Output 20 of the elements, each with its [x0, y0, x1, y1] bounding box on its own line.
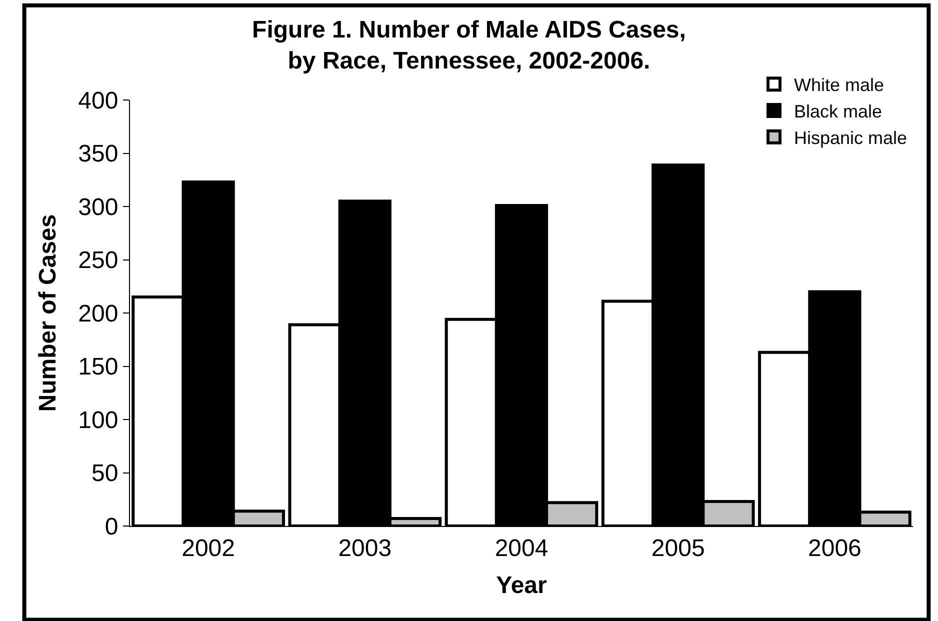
- legend-label: Black male: [794, 102, 882, 122]
- y-tick-label: 400: [78, 87, 118, 114]
- x-tick-label: 2004: [494, 534, 548, 562]
- y-axis-title: Number of Cases: [34, 214, 62, 412]
- y-tick-label: 150: [78, 354, 118, 381]
- y-tick-label: 300: [78, 194, 118, 221]
- y-tick-label: 250: [78, 247, 118, 274]
- x-tick-label: 2002: [182, 534, 235, 562]
- x-axis-title: Year: [496, 572, 547, 600]
- y-tick-label: 100: [78, 406, 118, 434]
- chart-title: Figure 1. Number of Male AIDS Cases, by Race, Tennessee, 2002-2006.: [252, 16, 686, 74]
- y-tick-label: 0: [104, 513, 118, 540]
- y-tick-label: 350: [78, 140, 118, 168]
- y-tick-label: 200: [78, 300, 118, 328]
- x-tick-label: 2003: [338, 534, 392, 562]
- x-tick-label: 2006: [808, 534, 862, 562]
- legend-label: White male: [794, 75, 884, 96]
- y-tick-label: 50: [91, 460, 118, 488]
- x-tick-label: 2005: [651, 534, 705, 562]
- legend-label: Hispanic male: [794, 128, 908, 148]
